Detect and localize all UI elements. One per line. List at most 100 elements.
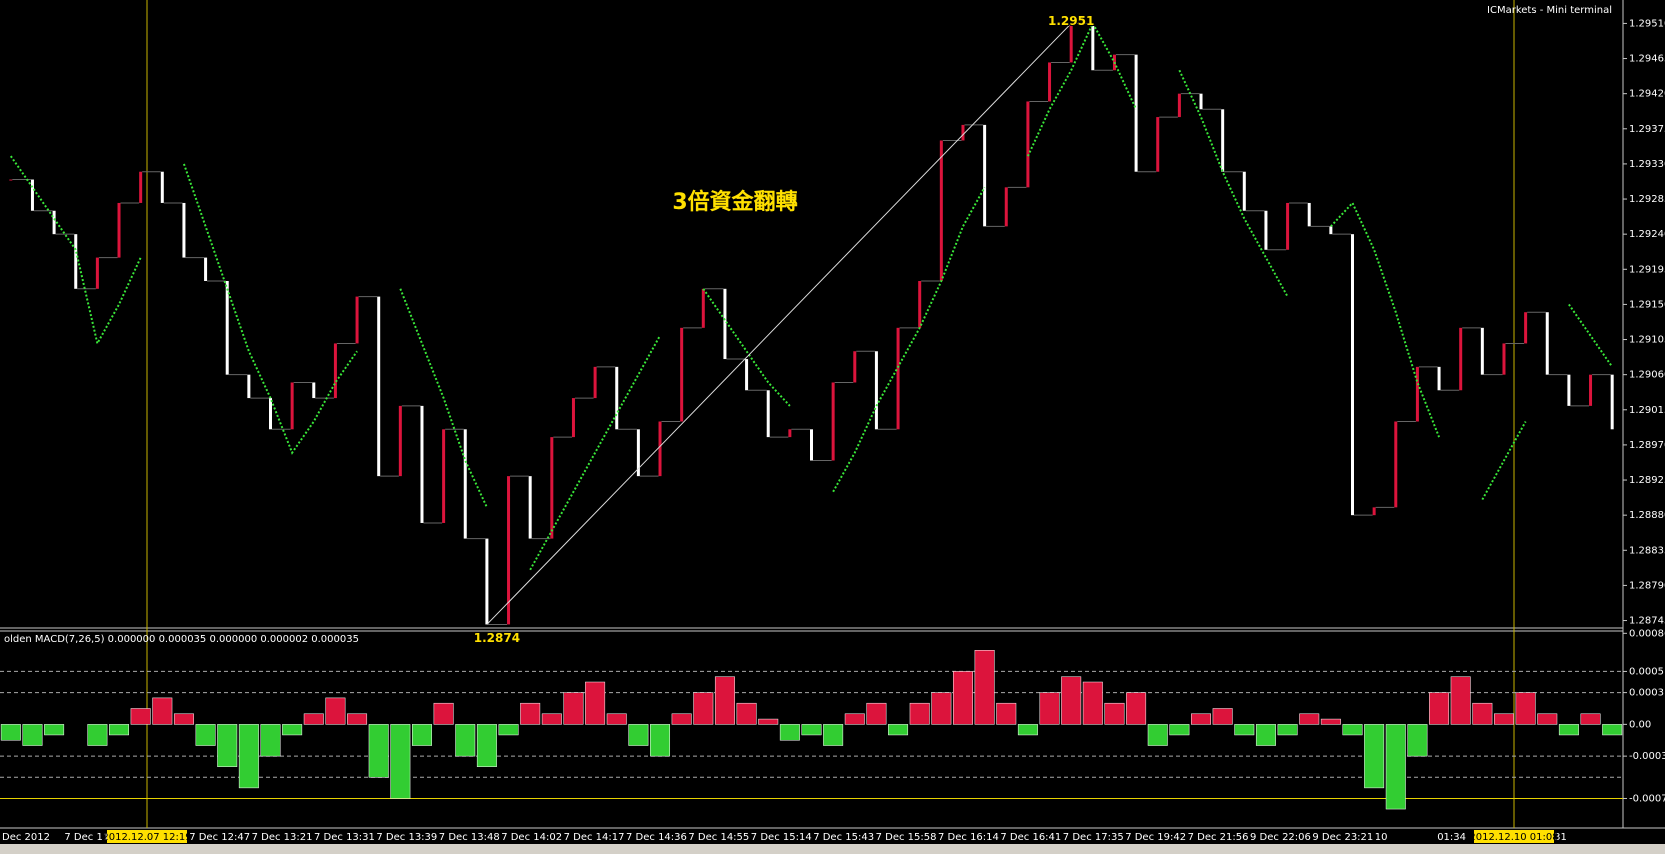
x-tick-label: 7 Dec 21:56 (1188, 832, 1249, 843)
y-tick-label: -0.00070 (1629, 793, 1665, 804)
candle (1286, 202, 1290, 250)
y-tick-label: 1.28835 (1629, 545, 1665, 556)
histogram-bar (541, 713, 562, 725)
y-tick-label: 1.29330 (1629, 159, 1665, 170)
histogram-bar (1320, 718, 1341, 725)
y-tick-label: 0.0005 (1629, 666, 1664, 677)
candle (983, 124, 987, 227)
y-tick-label: 1.29420 (1629, 89, 1665, 100)
y-tick-label: 1.28790 (1629, 580, 1665, 591)
trend-line (486, 23, 1072, 625)
candle (550, 437, 554, 539)
histogram-bar (1364, 724, 1385, 789)
candle (1351, 234, 1354, 516)
candle (507, 476, 511, 625)
histogram-bar (238, 724, 259, 789)
terminal-title: ICMarkets - Mini terminal (1487, 5, 1612, 16)
histogram-bar (1558, 724, 1579, 736)
sar-line (1330, 201, 1440, 438)
histogram-bar (650, 724, 671, 757)
candle (1242, 171, 1246, 211)
y-tick-label: 1.29375 (1629, 124, 1665, 135)
candle (918, 280, 922, 328)
candle (528, 476, 532, 539)
y-tick-label: 1.28970 (1629, 440, 1665, 451)
histogram-bar (693, 692, 714, 725)
candle (442, 429, 446, 523)
y-tick-label: 1.29150 (1629, 299, 1665, 310)
histogram-bar (801, 724, 822, 736)
y-tick-label: 1.28925 (1629, 475, 1665, 486)
histogram-bar (1212, 708, 1233, 725)
histogram-bar (1580, 713, 1601, 725)
histogram-bar (44, 724, 65, 736)
candle (9, 179, 13, 181)
x-tick-label: 7 Dec 15:58 (876, 832, 937, 843)
candle (1004, 187, 1008, 227)
y-tick-label: 1.29015 (1629, 405, 1665, 416)
histogram-bar (390, 724, 411, 799)
candle (30, 179, 34, 211)
sar-line (1481, 421, 1527, 501)
candle (1502, 343, 1506, 375)
histogram-bar (1126, 692, 1147, 725)
candle (463, 429, 467, 539)
cursor-label: 2012.12.07 12:19 (102, 832, 191, 843)
candle (636, 429, 640, 477)
histogram-bar (195, 724, 216, 746)
x-tick-label: 7 Dec 13:48 (439, 832, 500, 843)
x-tick-label: 7 Dec 14:17 (564, 832, 625, 843)
candle (52, 210, 56, 235)
sar-line (529, 335, 661, 571)
histogram-bar (823, 724, 844, 746)
candle (398, 405, 402, 477)
histogram-bar (1104, 702, 1125, 725)
histogram-bar (1299, 713, 1320, 725)
x-tick-label: 7 Dec 12:47 (189, 832, 250, 843)
y-tick-label: -0.0003 (1629, 751, 1665, 762)
x-tick-label: 7 Dec 14:02 (501, 832, 562, 843)
cursor-label-bg (1474, 830, 1554, 843)
histogram-bar (1039, 692, 1060, 725)
histogram-bar (87, 724, 108, 746)
sar-line (702, 288, 791, 407)
histogram-bar (1407, 724, 1428, 757)
y-tick-label: 0.00086 (1629, 628, 1665, 639)
candle (182, 202, 186, 258)
candle (1221, 109, 1225, 172)
x-tick-label: 10 (1375, 832, 1388, 843)
histogram-bar (1017, 724, 1038, 736)
candle (723, 288, 727, 360)
candle (1069, 23, 1073, 63)
histogram-bar (736, 702, 757, 725)
candle (1307, 202, 1311, 227)
histogram-bar (779, 724, 800, 741)
candle (571, 398, 575, 438)
candle (1264, 210, 1268, 250)
candle (247, 374, 251, 399)
y-tick-label: 0.0003 (1629, 688, 1664, 699)
candle (95, 257, 99, 289)
x-tick-label: 7 Dec 13:31 (314, 832, 375, 843)
histogram-bar (931, 692, 952, 725)
histogram-bar (347, 713, 368, 725)
histogram-bar (1450, 676, 1471, 725)
x-tick-label: Dec 2012 (2, 832, 50, 843)
histogram-bar (1277, 724, 1298, 736)
candle (1091, 23, 1095, 71)
candle (117, 202, 121, 258)
cursor-label-bg (107, 830, 187, 843)
histogram-bar (455, 724, 476, 757)
indicator-title: olden MACD(7,26,5) 0.000000 0.000035 0.0… (4, 634, 359, 645)
candle (1589, 374, 1593, 406)
candle (420, 405, 424, 523)
candle (701, 288, 705, 328)
sar-line (1026, 21, 1138, 157)
x-tick-label: 7 Dec 17:35 (1063, 832, 1124, 843)
candle (1372, 507, 1376, 516)
candle (615, 366, 619, 430)
price-label: 1.2874 (474, 631, 520, 645)
sar-line (9, 155, 142, 347)
candle (896, 327, 900, 430)
